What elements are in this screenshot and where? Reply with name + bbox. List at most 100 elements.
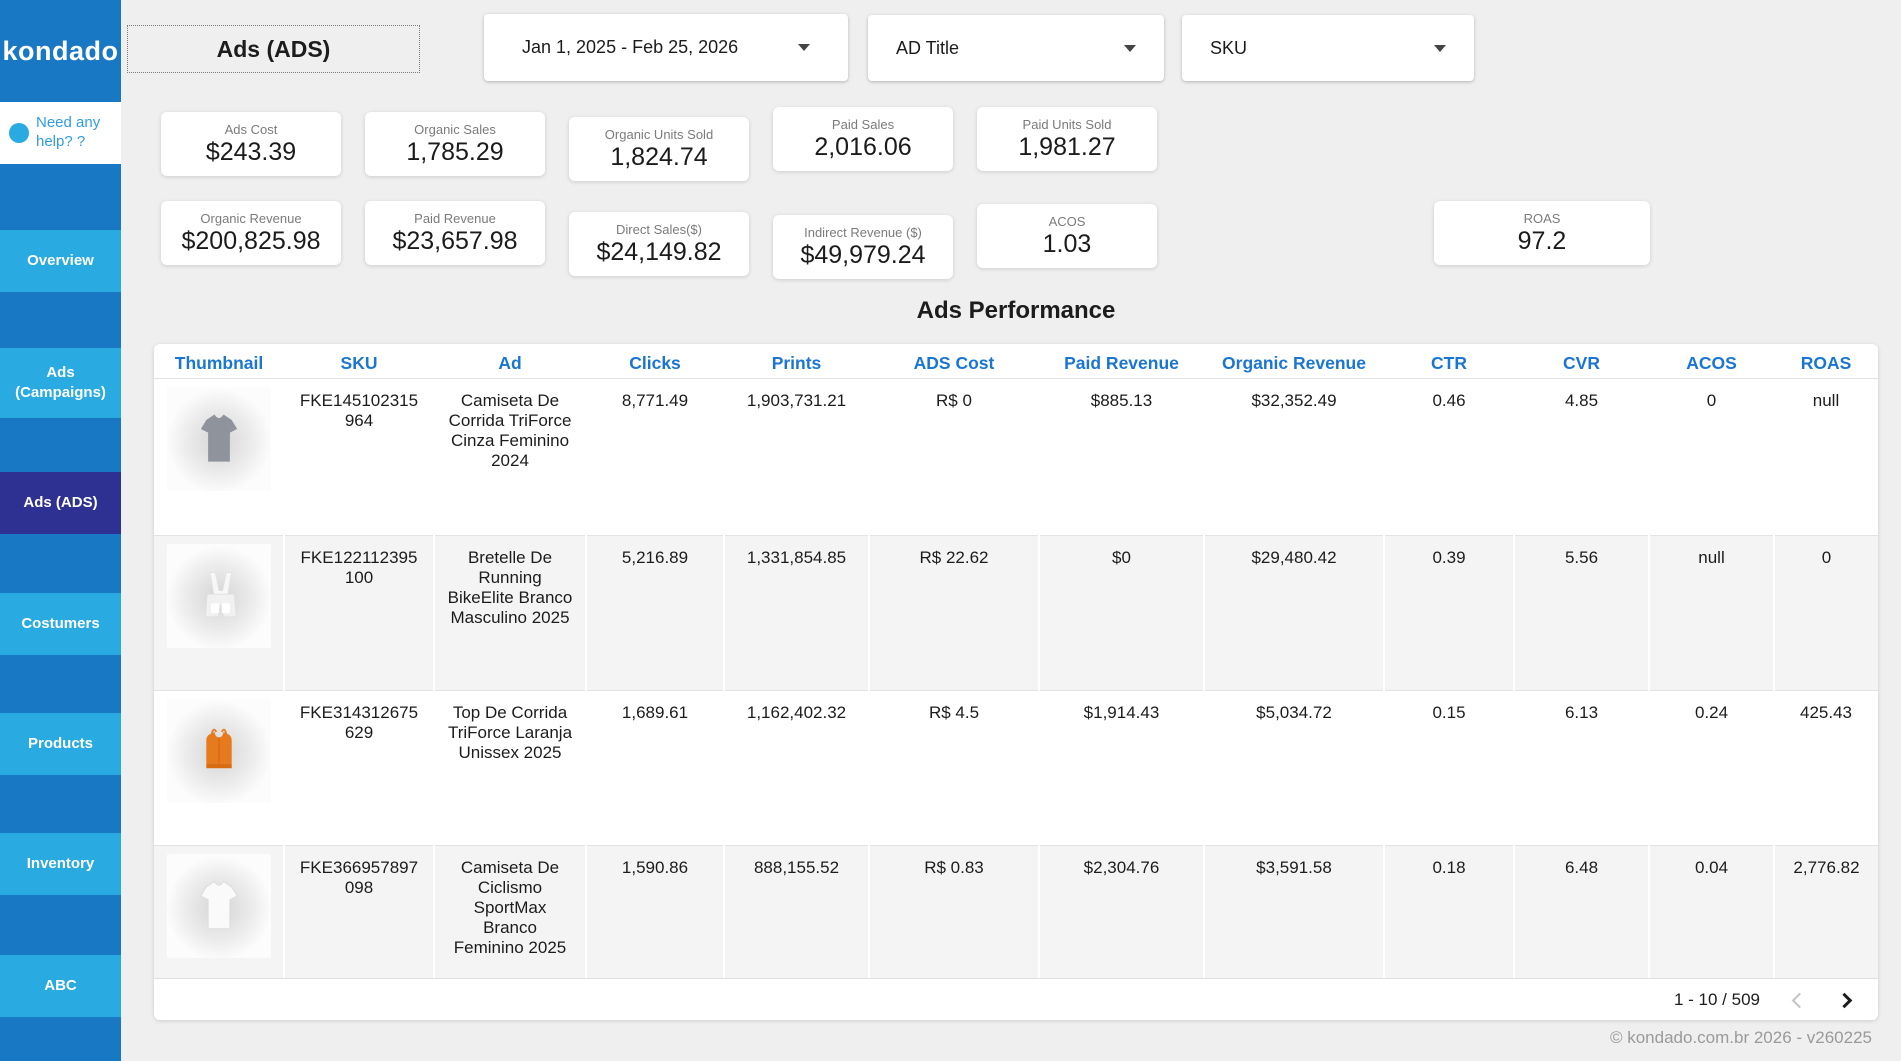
kpi-card-direct-sales: Direct Sales($) $24,149.82	[569, 212, 749, 276]
kpi-label: ROAS	[1523, 210, 1561, 226]
kpi-label: Indirect Revenue ($)	[804, 224, 922, 240]
kpi-card-ads-cost: Ads Cost $243.39	[161, 112, 341, 176]
cell-ctr: 0.15	[1384, 689, 1514, 845]
kpi-label: Paid Units Sold	[1022, 116, 1112, 132]
next-page-icon[interactable]	[1836, 992, 1853, 1009]
cell-clicks: 1,689.61	[586, 689, 724, 845]
column-header-paid-revenue[interactable]: Paid Revenue	[1064, 353, 1179, 374]
column-header-ads-cost[interactable]: ADS Cost	[913, 353, 995, 374]
cell-ads-cost: R$ 4.5	[869, 689, 1039, 845]
kpi-value: 1,785.29	[406, 137, 504, 166]
kpi-label: Organic Revenue	[200, 210, 302, 226]
cell-cvr: 6.48	[1513, 844, 1649, 978]
sidebar-item-inventory[interactable]: Inventory	[0, 833, 121, 895]
kpi-value: $24,149.82	[596, 237, 722, 266]
kpi-label: Ads Cost	[224, 121, 278, 137]
cell-ads-cost: R$ 0	[869, 377, 1039, 535]
cell-ad: Top De Corrida TriForce Laranja Unissex …	[434, 689, 586, 845]
cell-prints: 1,162,402.32	[724, 689, 869, 845]
cell-paid-revenue: $2,304.76	[1038, 844, 1204, 978]
kpi-label: Organic Sales	[414, 121, 496, 137]
cell-organic-revenue: $5,034.72	[1204, 689, 1384, 845]
cell-organic-revenue: $32,352.49	[1204, 377, 1384, 535]
cell-prints: 888,155.52	[723, 844, 869, 978]
cell-organic-revenue: $29,480.42	[1203, 534, 1384, 690]
kpi-value: $49,979.24	[800, 240, 926, 269]
column-header-prints[interactable]: Prints	[771, 353, 822, 374]
column-header-ctr[interactable]: CTR	[1431, 353, 1467, 374]
column-header-clicks[interactable]: Clicks	[629, 353, 681, 374]
cell-cvr: 6.13	[1514, 689, 1649, 845]
table-title: Ads Performance	[916, 297, 1116, 324]
table-header-row: Thumbnail SKU Ad Clicks Prints ADS Cost …	[154, 344, 1878, 378]
cell-ctr: 0.46	[1384, 377, 1514, 535]
sidebar-item-label: Ads (Campaigns)	[15, 363, 106, 401]
white-tshirt-icon	[166, 853, 271, 958]
white-bib-shorts-icon	[166, 543, 271, 648]
sidebar-item-label: Costumers	[21, 614, 100, 632]
sku-filter-dropdown[interactable]: SKU	[1182, 15, 1474, 81]
column-header-ad[interactable]: Ad	[498, 353, 522, 374]
cell-organic-revenue: $3,591.58	[1203, 844, 1384, 978]
cell-ctr: 0.18	[1383, 844, 1514, 978]
sidebar-item-costumers[interactable]: Costumers	[0, 593, 121, 655]
ads-performance-table: Thumbnail SKU Ad Clicks Prints ADS Cost …	[154, 344, 1878, 1020]
cell-clicks: 8,771.49	[586, 377, 724, 535]
cell-clicks: 1,590.86	[585, 844, 724, 978]
previous-page-icon[interactable]	[1791, 992, 1808, 1009]
help-button[interactable]: Need any help? ?	[0, 102, 121, 164]
help-label: Need any help? ?	[36, 114, 101, 150]
kpi-value: 2,016.06	[814, 132, 912, 161]
kpi-label: ACOS	[1048, 213, 1086, 229]
cell-ad: Camiseta De Corrida TriForce Cinza Femin…	[434, 377, 586, 535]
cell-sku: FKE145102315964	[284, 377, 434, 535]
sidebar-item-label: Overview	[27, 251, 94, 269]
kpi-value: 97.2	[1517, 226, 1567, 255]
kpi-card-organic-revenue: Organic Revenue $200,825.98	[161, 201, 341, 265]
kpi-label: Organic Units Sold	[604, 126, 714, 142]
table-row: FKE122112395100 Bretelle De Running Bike…	[154, 534, 1878, 690]
sidebar-item-products[interactable]: Products	[0, 713, 121, 775]
kpi-card-acos: ACOS 1.03	[977, 204, 1157, 268]
cell-cvr: 4.85	[1514, 377, 1649, 535]
column-header-cvr[interactable]: CVR	[1563, 353, 1600, 374]
sidebar: kondado Need any help? ? Overview Ads (C…	[0, 0, 121, 1061]
sidebar-item-ads-ads[interactable]: Ads (ADS)	[0, 472, 121, 534]
help-dot-icon	[9, 123, 29, 143]
kpi-value: $200,825.98	[181, 226, 321, 255]
column-header-sku[interactable]: SKU	[340, 353, 378, 374]
kpi-value: 1,981.27	[1018, 132, 1116, 161]
column-header-acos[interactable]: ACOS	[1686, 353, 1737, 374]
ad-title-filter-dropdown[interactable]: AD Title	[868, 15, 1164, 81]
sidebar-item-overview[interactable]: Overview	[0, 230, 121, 292]
table-row: FKE314312675629 Top De Corrida TriForce …	[154, 689, 1878, 845]
cell-ads-cost: R$ 0.83	[868, 844, 1039, 978]
column-header-roas[interactable]: ROAS	[1800, 353, 1852, 374]
page-title: Ads (ADS)	[127, 25, 420, 73]
kondado-logo: kondado	[2, 35, 119, 66]
cell-prints: 1,331,854.85	[723, 534, 869, 690]
chevron-down-icon	[1124, 44, 1136, 52]
sidebar-item-label: Products	[27, 734, 93, 752]
sidebar-item-abc[interactable]: ABC	[0, 955, 121, 1017]
table-row: FKE366957897098 Camiseta De Ciclismo Spo…	[154, 844, 1878, 978]
date-range-picker[interactable]: Jan 1, 2025 - Feb 25, 2026	[484, 14, 848, 81]
cell-sku: FKE366957897098	[283, 844, 434, 978]
sidebar-item-label: ABC	[44, 976, 77, 994]
kpi-value: $243.39	[205, 137, 297, 166]
column-header-organic-revenue[interactable]: Organic Revenue	[1222, 353, 1366, 374]
cell-acos: 0	[1649, 377, 1774, 535]
cell-paid-revenue: $1,914.43	[1039, 689, 1204, 845]
kpi-label: Paid Sales	[831, 116, 895, 132]
kpi-card-organic-sales: Organic Sales 1,785.29	[365, 112, 545, 176]
kpi-label: Direct Sales($)	[616, 221, 702, 237]
column-header-thumbnail[interactable]: Thumbnail	[174, 353, 264, 374]
cell-ads-cost: R$ 22.62	[868, 534, 1039, 690]
date-range-value: Jan 1, 2025 - Feb 25, 2026	[522, 37, 739, 57]
orange-top-icon	[167, 698, 271, 803]
table-row: FKE145102315964 Camiseta De Corrida TriF…	[154, 377, 1878, 535]
sidebar-item-ads-campaigns[interactable]: Ads (Campaigns)	[0, 348, 121, 418]
cell-sku: FKE314312675629	[284, 689, 434, 845]
cell-sku: FKE122112395100	[283, 534, 434, 690]
gray-tshirt-icon	[167, 386, 271, 491]
